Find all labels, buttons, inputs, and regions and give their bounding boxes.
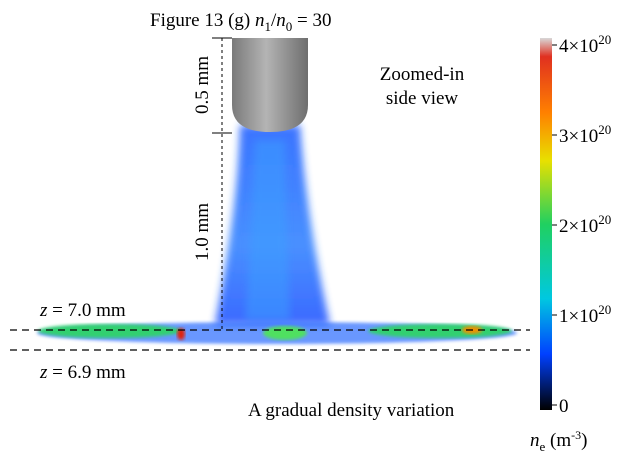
- tick-mantissa: 2×10: [559, 216, 598, 237]
- plasma-plume: [37, 125, 517, 344]
- colorbar-tick-label: 1×1020: [559, 302, 611, 327]
- colorbar-tick-label: 2×1020: [559, 212, 611, 237]
- tick-exponent: 20: [598, 212, 611, 227]
- tick-mantissa: 3×10: [559, 126, 598, 147]
- colorbar-tick-label: 3×1020: [559, 122, 611, 147]
- tick-exponent: 20: [598, 302, 611, 317]
- caption: A gradual density variation: [248, 400, 455, 421]
- colorbar-label: ne (m-3): [530, 428, 587, 454]
- dimension-label: 1.0 mm: [192, 203, 213, 261]
- view-label: Zoomed-in: [380, 64, 465, 85]
- figure-title: Figure 13 (g) n1/n0 = 30: [150, 10, 332, 34]
- tick-exponent: 20: [598, 32, 611, 47]
- tick-mantissa: 4×10: [559, 36, 598, 57]
- colorbar: [540, 38, 552, 410]
- z-label: z = 7.0 mm: [39, 300, 126, 321]
- tick-text: 0: [559, 396, 569, 417]
- tick-mantissa: 1×10: [559, 306, 598, 327]
- z-label: z = 6.9 mm: [39, 362, 126, 383]
- view-label: side view: [386, 88, 459, 109]
- colorbar-tick-label: 4×1020: [559, 32, 611, 57]
- nozzle: [232, 38, 308, 132]
- dimension-label: 0.5 mm: [192, 56, 213, 114]
- colorbar-tick-label: 0: [559, 396, 569, 417]
- tick-exponent: 20: [598, 122, 611, 137]
